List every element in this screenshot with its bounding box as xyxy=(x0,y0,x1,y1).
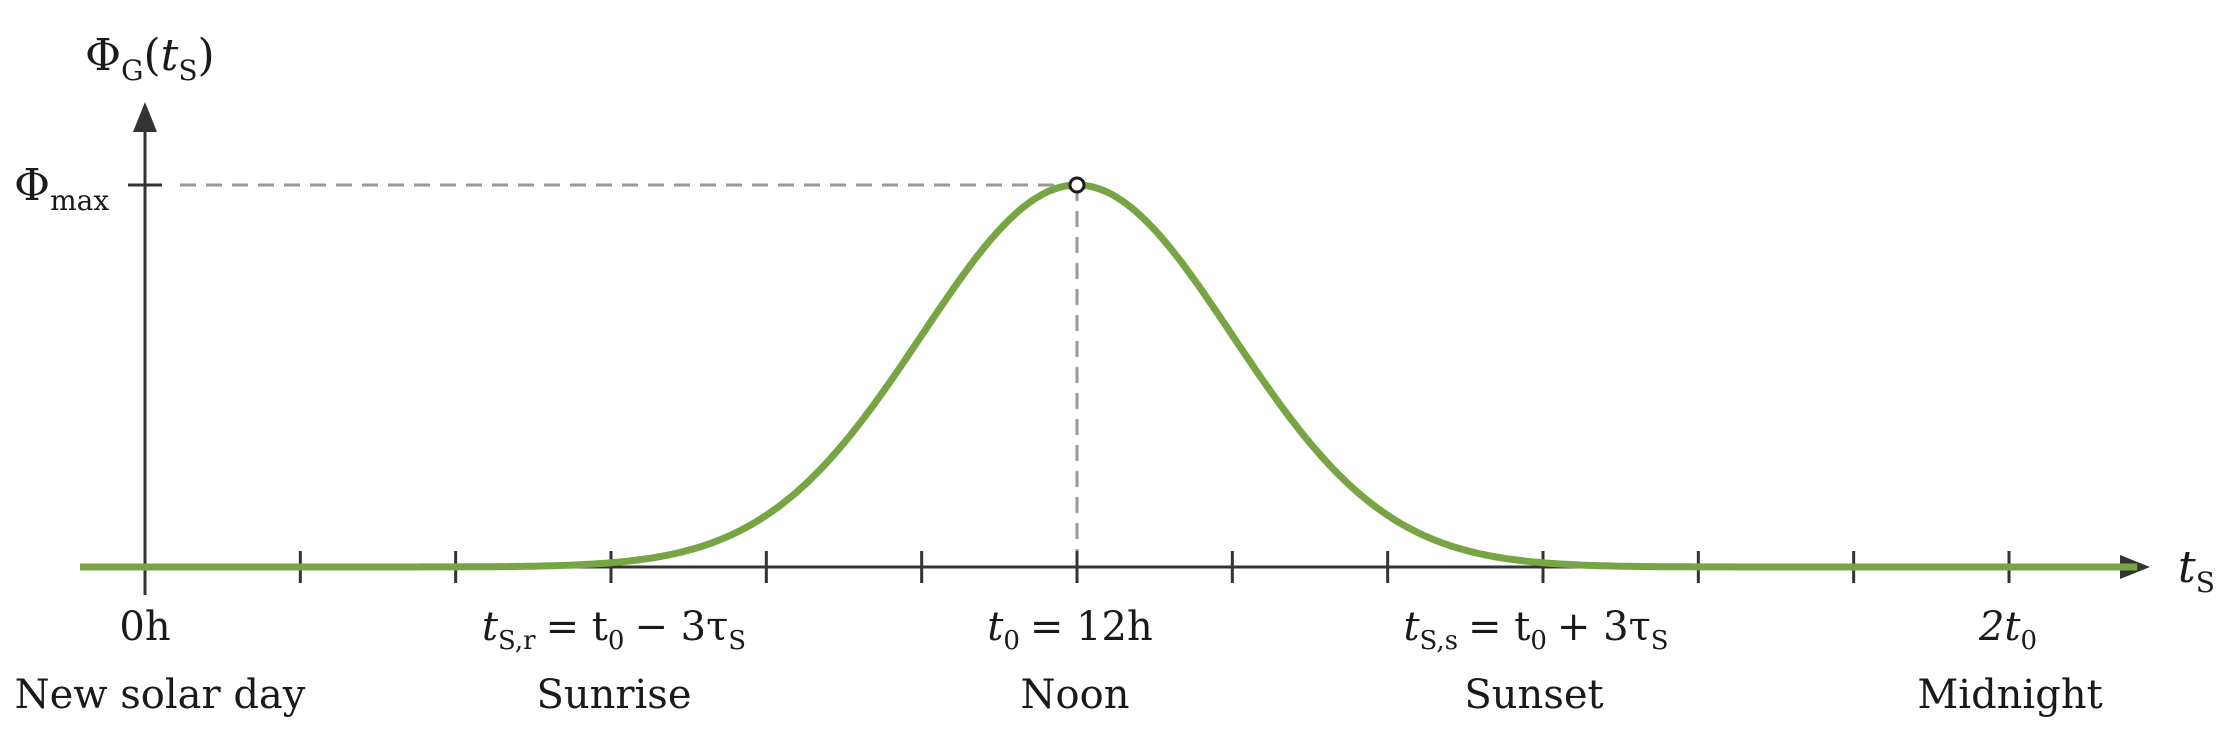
y-axis-title-var-sub: S xyxy=(178,54,197,87)
tick-label-noon-rhs: = 12h xyxy=(1030,604,1153,650)
event-label-sunset: Sunset xyxy=(1464,672,1603,718)
tick-label-noon-sub: 0 xyxy=(1003,626,1020,656)
event-label-midnight: Midnight xyxy=(1917,672,2102,718)
tick-label-sunrise-tail-sub: S xyxy=(728,626,746,656)
tick-label-noon-t: t xyxy=(987,604,1004,650)
tick-label-sunrise-rhs: = t xyxy=(546,604,608,650)
tick-label-sunset-rhs-sub: 0 xyxy=(1530,626,1547,656)
tick-label-midnight-sub: 0 xyxy=(2020,626,2037,656)
y-axis-title-var: t xyxy=(161,30,179,81)
tick-label-noon: t0 = 12h xyxy=(987,604,1153,656)
tick-label-sunset-tail: + 3τ xyxy=(1557,604,1651,650)
tick-label-sunset-tail-sub: S xyxy=(1651,626,1669,656)
irradiance-curve xyxy=(145,181,2138,571)
x-axis-ticks xyxy=(143,551,2011,595)
event-label-sunrise: Sunrise xyxy=(536,672,691,718)
tick-label-sunrise-rhs-sub: 0 xyxy=(608,626,625,656)
tick-label-sunset-t: t xyxy=(1403,604,1420,650)
tick-label-sunset-rhs: = t xyxy=(1468,604,1530,650)
event-label-new-day: New solar day xyxy=(15,672,306,718)
x-axis-title-sub: S xyxy=(2196,566,2215,599)
y-max-label: Φmax xyxy=(14,160,109,217)
tick-label-sunrise-t: t xyxy=(482,604,499,650)
tick-label-sunrise: tS,r = t0 − 3τS xyxy=(482,604,746,656)
y-axis-title-close: ) xyxy=(198,30,215,81)
tick-label-midnight: 2t0 xyxy=(1978,604,2037,656)
x-axis-title: tS xyxy=(2178,542,2215,599)
peak-point-marker xyxy=(1068,176,1086,194)
event-label-noon: Noon xyxy=(1021,672,1130,718)
tick-label-zero: 0h xyxy=(119,604,170,650)
x-axis-title-main: t xyxy=(2178,542,2196,593)
tick-label-sunrise-tail: − 3τ xyxy=(634,604,728,650)
y-axis-arrowhead xyxy=(133,102,157,132)
y-axis-title-sub: G xyxy=(121,54,143,87)
y-max-label-sub: max xyxy=(50,184,109,217)
tick-label-sunset: tS,s = t0 + 3τS xyxy=(1403,604,1668,656)
tick-label-zero-text: 0h xyxy=(119,604,170,650)
y-axis-title-open: ( xyxy=(143,30,160,81)
tick-label-sunset-sub: S,s xyxy=(1420,626,1459,656)
y-max-label-main: Φ xyxy=(14,160,50,211)
y-axis-title-main: Φ xyxy=(85,30,121,81)
tick-label-midnight-lead: 2t xyxy=(1978,604,2021,650)
y-axis-title: ΦG(tS) xyxy=(85,30,215,87)
tick-label-sunrise-sub: S,r xyxy=(498,626,536,656)
